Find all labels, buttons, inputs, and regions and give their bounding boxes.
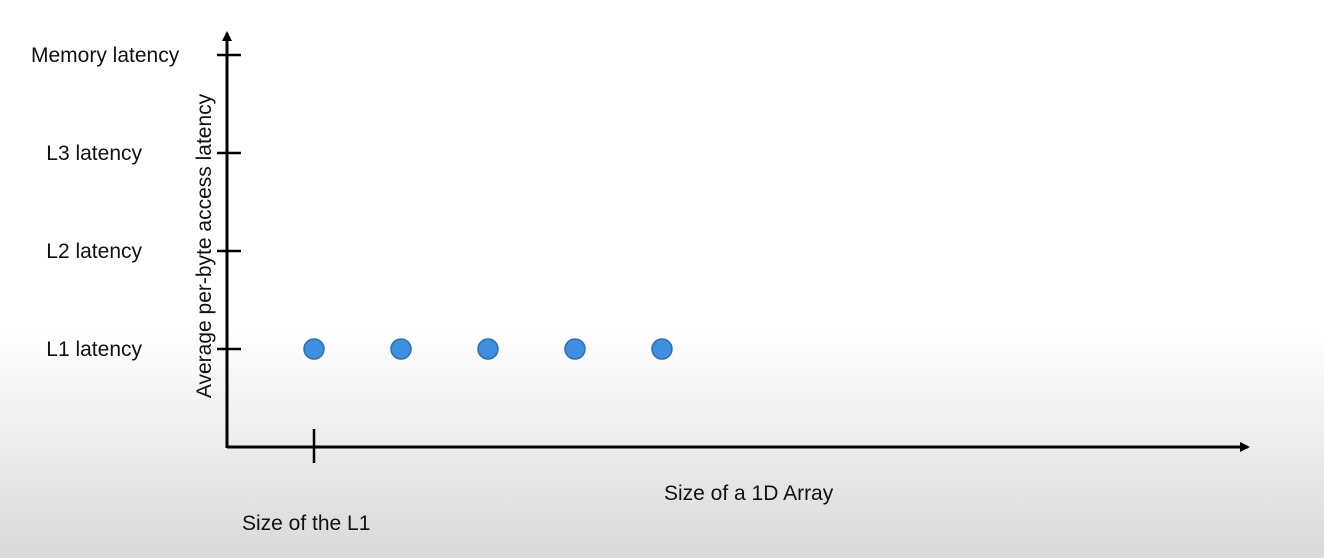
data-point [477, 338, 499, 360]
y-tick-label: L3 latency [46, 142, 142, 165]
axes [222, 31, 1250, 452]
data-points [303, 338, 673, 360]
x-tick-label: Size of the L1 [242, 512, 370, 535]
y-axis-ticks: L1 latency L2 latency L3 latency Memory lat… [31, 44, 241, 361]
y-tick-label: L2 latency [46, 240, 142, 263]
x-axis-label: Size of a 1D Array [664, 482, 834, 505]
x-axis-ticks: Size of the L1 [242, 429, 370, 535]
y-tick-label: L1 latency [46, 338, 142, 361]
data-point [564, 338, 586, 360]
y-axis-label: Average per-byte access latency [193, 93, 216, 398]
data-point [303, 338, 325, 360]
y-tick-label: Memory latency [31, 44, 180, 67]
data-point [651, 338, 673, 360]
data-point [390, 338, 412, 360]
